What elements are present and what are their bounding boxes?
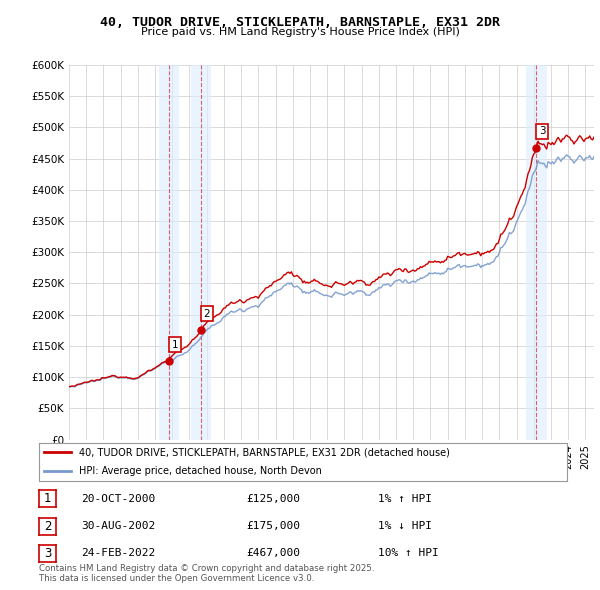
- Text: £467,000: £467,000: [246, 549, 300, 558]
- Text: 2: 2: [44, 520, 51, 533]
- Text: 1: 1: [172, 340, 178, 350]
- Text: 10% ↑ HPI: 10% ↑ HPI: [378, 549, 439, 558]
- Text: 2: 2: [203, 309, 210, 319]
- Text: Contains HM Land Registry data © Crown copyright and database right 2025.
This d: Contains HM Land Registry data © Crown c…: [39, 563, 374, 583]
- Text: 1% ↑ HPI: 1% ↑ HPI: [378, 494, 432, 503]
- Text: 40, TUDOR DRIVE, STICKLEPATH, BARNSTAPLE, EX31 2DR (detached house): 40, TUDOR DRIVE, STICKLEPATH, BARNSTAPLE…: [79, 447, 449, 457]
- Text: 1% ↓ HPI: 1% ↓ HPI: [378, 522, 432, 531]
- Text: £125,000: £125,000: [246, 494, 300, 503]
- Text: Price paid vs. HM Land Registry's House Price Index (HPI): Price paid vs. HM Land Registry's House …: [140, 27, 460, 37]
- Text: £175,000: £175,000: [246, 522, 300, 531]
- Text: 3: 3: [539, 126, 545, 136]
- Text: 24-FEB-2022: 24-FEB-2022: [81, 549, 155, 558]
- Bar: [191, 65, 211, 440]
- Text: 20-OCT-2000: 20-OCT-2000: [81, 494, 155, 503]
- Bar: [158, 65, 179, 440]
- Text: HPI: Average price, detached house, North Devon: HPI: Average price, detached house, Nort…: [79, 466, 322, 476]
- Text: 30-AUG-2002: 30-AUG-2002: [81, 522, 155, 531]
- Text: 1: 1: [44, 492, 51, 505]
- Text: 40, TUDOR DRIVE, STICKLEPATH, BARNSTAPLE, EX31 2DR: 40, TUDOR DRIVE, STICKLEPATH, BARNSTAPLE…: [100, 16, 500, 29]
- Text: 3: 3: [44, 547, 51, 560]
- Bar: [526, 65, 547, 440]
